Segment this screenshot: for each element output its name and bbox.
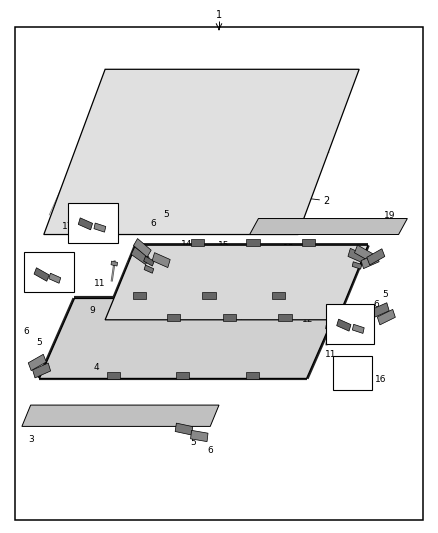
FancyBboxPatch shape bbox=[272, 292, 285, 300]
Bar bbox=[24, 252, 74, 292]
Text: 17: 17 bbox=[62, 222, 74, 231]
FancyBboxPatch shape bbox=[133, 292, 146, 300]
Text: 1: 1 bbox=[216, 10, 222, 20]
Text: 9: 9 bbox=[126, 298, 132, 307]
FancyBboxPatch shape bbox=[175, 423, 193, 435]
Text: 6: 6 bbox=[23, 327, 29, 336]
FancyBboxPatch shape bbox=[134, 239, 151, 257]
Bar bbox=[68, 203, 118, 243]
Text: 11: 11 bbox=[325, 350, 336, 359]
FancyBboxPatch shape bbox=[353, 324, 364, 334]
FancyBboxPatch shape bbox=[152, 253, 170, 268]
Text: 5: 5 bbox=[382, 290, 389, 298]
Text: 15: 15 bbox=[218, 241, 229, 249]
FancyBboxPatch shape bbox=[279, 313, 292, 320]
FancyBboxPatch shape bbox=[94, 223, 106, 232]
FancyBboxPatch shape bbox=[78, 218, 92, 230]
Text: 6: 6 bbox=[207, 446, 213, 455]
Text: 18: 18 bbox=[283, 244, 295, 253]
FancyBboxPatch shape bbox=[371, 303, 389, 318]
Text: 14: 14 bbox=[301, 266, 312, 275]
FancyBboxPatch shape bbox=[107, 372, 120, 379]
FancyBboxPatch shape bbox=[167, 313, 180, 320]
FancyBboxPatch shape bbox=[361, 254, 379, 269]
Polygon shape bbox=[39, 298, 342, 378]
Bar bbox=[333, 356, 372, 390]
FancyBboxPatch shape bbox=[377, 309, 396, 325]
FancyBboxPatch shape bbox=[191, 239, 204, 246]
Text: 19: 19 bbox=[384, 212, 396, 220]
FancyBboxPatch shape bbox=[348, 248, 366, 263]
FancyBboxPatch shape bbox=[246, 372, 259, 379]
Text: 10: 10 bbox=[215, 273, 227, 281]
FancyBboxPatch shape bbox=[144, 256, 154, 266]
Text: 14: 14 bbox=[180, 240, 192, 248]
FancyBboxPatch shape bbox=[144, 265, 154, 273]
Text: 9: 9 bbox=[89, 306, 95, 314]
FancyBboxPatch shape bbox=[302, 239, 315, 246]
Text: 6: 6 bbox=[374, 301, 380, 309]
FancyBboxPatch shape bbox=[337, 319, 351, 331]
Polygon shape bbox=[44, 69, 359, 235]
Text: 12: 12 bbox=[128, 258, 139, 266]
FancyBboxPatch shape bbox=[49, 273, 61, 283]
FancyBboxPatch shape bbox=[131, 247, 149, 264]
Polygon shape bbox=[22, 405, 219, 426]
Bar bbox=[326, 304, 374, 344]
FancyBboxPatch shape bbox=[325, 325, 332, 330]
Text: 12: 12 bbox=[302, 316, 314, 324]
Text: 15: 15 bbox=[185, 251, 196, 259]
FancyBboxPatch shape bbox=[202, 292, 215, 300]
FancyBboxPatch shape bbox=[367, 249, 385, 265]
FancyBboxPatch shape bbox=[176, 372, 189, 379]
FancyBboxPatch shape bbox=[223, 313, 236, 320]
Text: 15: 15 bbox=[325, 284, 336, 292]
Text: 5: 5 bbox=[190, 438, 196, 447]
Text: 4: 4 bbox=[94, 364, 99, 372]
FancyBboxPatch shape bbox=[354, 245, 373, 261]
FancyBboxPatch shape bbox=[28, 354, 46, 370]
Text: 15: 15 bbox=[309, 277, 320, 286]
Text: 9: 9 bbox=[205, 306, 211, 314]
Text: 13: 13 bbox=[289, 263, 300, 272]
Text: 5: 5 bbox=[163, 210, 170, 219]
Text: 2: 2 bbox=[323, 196, 329, 206]
FancyBboxPatch shape bbox=[191, 430, 208, 442]
FancyBboxPatch shape bbox=[247, 239, 260, 246]
Text: 15: 15 bbox=[336, 324, 347, 332]
Text: 5: 5 bbox=[36, 338, 42, 346]
FancyBboxPatch shape bbox=[34, 268, 49, 281]
Polygon shape bbox=[250, 219, 407, 235]
Text: 16: 16 bbox=[375, 375, 387, 384]
Text: 8: 8 bbox=[25, 253, 32, 261]
FancyBboxPatch shape bbox=[352, 262, 362, 269]
Polygon shape bbox=[105, 245, 368, 320]
FancyBboxPatch shape bbox=[111, 261, 117, 266]
Text: 7: 7 bbox=[146, 279, 152, 288]
FancyBboxPatch shape bbox=[32, 363, 51, 378]
Text: 3: 3 bbox=[28, 435, 34, 444]
Text: 13: 13 bbox=[218, 251, 229, 259]
Text: 7: 7 bbox=[238, 313, 244, 321]
Text: 9: 9 bbox=[233, 313, 240, 321]
Text: 6: 6 bbox=[150, 220, 156, 228]
Text: 11: 11 bbox=[94, 279, 106, 288]
